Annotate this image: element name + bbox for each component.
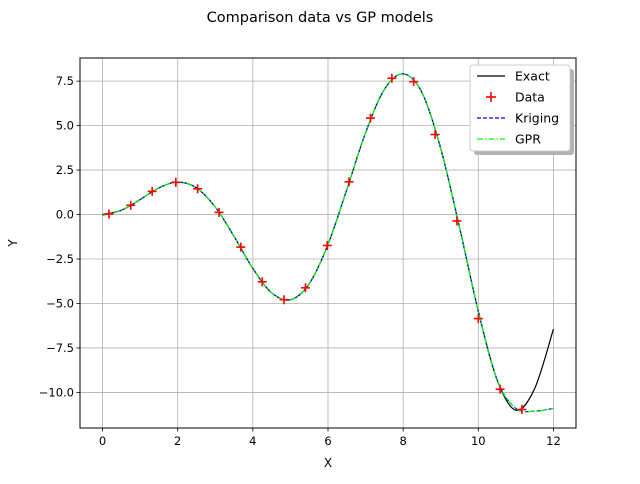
y-tick-label: −7.5 [46, 341, 74, 355]
x-tick-label: 4 [249, 434, 256, 448]
data-point [387, 73, 397, 83]
data-point [300, 283, 310, 293]
data-point [452, 216, 462, 226]
legend-kriging-label: Kriging [515, 111, 559, 126]
data-point [193, 184, 203, 194]
axis-ticks: 0 2 4 6 8 10 12 −10.0 −7.5 −5.0 −2.5 0.0 2.5 5.0 7.5 [39, 74, 561, 448]
data-point [214, 207, 224, 217]
y-tick-label: 5.0 [56, 119, 74, 133]
series-kriging-line [102, 73, 554, 413]
data-point [409, 77, 419, 87]
x-tick-label: 10 [471, 434, 486, 448]
data-point [344, 177, 354, 187]
legend-box [469, 64, 571, 152]
legend-data-label: Data [515, 90, 545, 105]
data-point [495, 384, 505, 394]
data-point [104, 209, 114, 219]
y-tick-label: −5.0 [46, 296, 74, 310]
chart-title: Comparison data vs GP models [207, 10, 434, 26]
legend-data-swatch [486, 92, 496, 102]
data-point [517, 405, 527, 414]
y-axis-label: Y [6, 239, 20, 248]
x-axis-label: X [324, 456, 332, 470]
data-point [279, 295, 289, 305]
x-tick-label: 6 [324, 434, 331, 448]
data-point [473, 314, 483, 324]
data-point [430, 129, 440, 139]
data-point [126, 200, 136, 210]
x-tick-label: 0 [99, 434, 106, 448]
y-tick-label: 7.5 [56, 74, 74, 88]
y-tick-label: 0.0 [56, 208, 74, 222]
y-tick-label: −2.5 [46, 252, 74, 266]
legend-gpr-label: GPR [515, 132, 541, 147]
x-tick-label: 8 [399, 434, 406, 448]
x-tick-label: 12 [546, 434, 561, 448]
data-point [236, 242, 246, 252]
legend-exact-label: Exact [515, 69, 550, 84]
y-tick-label: −10.0 [39, 385, 74, 399]
data-point [322, 240, 332, 250]
plot-area [102, 73, 555, 414]
data-point [171, 177, 181, 187]
legend: Exact Data Kriging GPR [469, 64, 574, 155]
data-point [147, 186, 157, 196]
grid [80, 58, 576, 428]
y-tick-label: 2.5 [56, 163, 74, 177]
data-point [257, 277, 267, 287]
data-point [365, 113, 375, 123]
x-tick-label: 2 [174, 434, 181, 448]
